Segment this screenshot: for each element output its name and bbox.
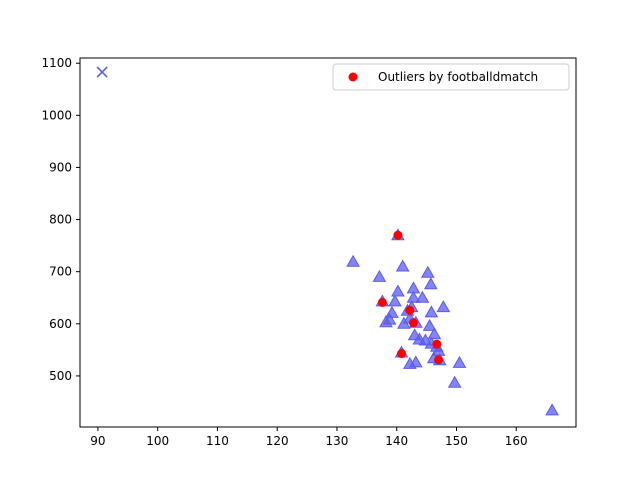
outlier-point bbox=[432, 339, 442, 349]
plot-marks bbox=[96, 66, 559, 416]
y-tick-label: 1100 bbox=[41, 56, 72, 70]
outlier-point bbox=[397, 349, 407, 359]
triangle-point bbox=[545, 403, 559, 416]
outlier-point bbox=[434, 355, 444, 365]
x-tick-label: 110 bbox=[206, 434, 229, 448]
axis-ticks: 90 100 110 120 130 140 150 160 500 600 700 800 900 10… bbox=[41, 56, 527, 448]
x-tick-label: 150 bbox=[445, 434, 468, 448]
triangle-point bbox=[372, 269, 387, 282]
triangle-point bbox=[385, 305, 399, 318]
x-tick-label: 120 bbox=[266, 434, 289, 448]
triangle-point bbox=[436, 300, 451, 313]
plot-frame bbox=[79, 57, 577, 428]
y-tick-label: 500 bbox=[49, 369, 72, 383]
x-tick-label: 140 bbox=[385, 434, 408, 448]
triangle-point bbox=[420, 265, 435, 278]
legend-circle-marker bbox=[348, 72, 358, 82]
x-marker-stroke bbox=[96, 66, 108, 78]
x-tick-label: 100 bbox=[146, 434, 169, 448]
x-tick-label: 160 bbox=[505, 434, 528, 448]
triangle-point bbox=[427, 327, 442, 340]
legend: Outliers by footballdmatch bbox=[332, 63, 570, 91]
outlier-point bbox=[377, 297, 387, 307]
x-tick-label: 130 bbox=[326, 434, 349, 448]
legend-label: Outliers by footballdmatch bbox=[378, 70, 538, 84]
y-tick-label: 1000 bbox=[41, 108, 72, 122]
triangle-point bbox=[395, 259, 410, 272]
outlier-point bbox=[393, 230, 403, 240]
y-tick-label: 700 bbox=[49, 265, 72, 279]
outlier-point bbox=[408, 318, 418, 328]
triangle-point bbox=[452, 355, 467, 368]
y-tick-label: 600 bbox=[49, 317, 72, 331]
legend-box bbox=[332, 63, 570, 91]
triangle-point bbox=[424, 305, 439, 318]
triangle-point bbox=[423, 277, 438, 290]
triangle-point bbox=[346, 254, 360, 267]
triangle-point bbox=[415, 290, 430, 303]
y-tick-label: 900 bbox=[49, 160, 72, 174]
triangle-point bbox=[408, 355, 423, 368]
y-tick-label: 800 bbox=[49, 213, 72, 227]
triangle-point bbox=[406, 281, 421, 294]
triangle-point bbox=[422, 318, 437, 331]
triangle-point bbox=[447, 375, 462, 388]
triangle-point bbox=[406, 290, 421, 303]
triangle-point bbox=[388, 294, 402, 307]
triangle-point bbox=[382, 312, 397, 325]
x-tick-label: 90 bbox=[90, 434, 105, 448]
x-marker-point bbox=[96, 66, 108, 78]
outlier-point bbox=[405, 305, 415, 315]
triangle-point bbox=[391, 284, 405, 297]
